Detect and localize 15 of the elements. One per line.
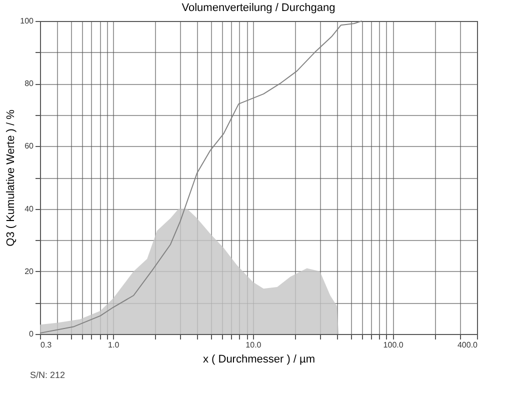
y-tick-label: 40 — [24, 204, 34, 214]
y-axis-title: Q3 ( Kumulative Werte ) / % — [5, 109, 18, 246]
y-tick-label: 20 — [24, 266, 34, 276]
x-tick-label: 100.0 — [383, 340, 404, 350]
y-tick-label: 0 — [29, 330, 34, 338]
y-tick-label: 60 — [24, 142, 34, 151]
x-tick-label: 0.3 — [40, 340, 52, 350]
x-tick-label: 400.0 — [457, 340, 478, 350]
x-axis-title: x ( Durchmesser ) / µm — [202, 354, 316, 366]
chart-title: Volumenverteilung / Durchgang — [182, 2, 336, 14]
y-tick-label: 80 — [24, 79, 34, 88]
y-tick-label: 100 — [20, 16, 34, 26]
x-tick-label: 1.0 — [108, 340, 120, 350]
text: S/N: 212 — [30, 370, 66, 380]
x-tick-label: 10.0 — [246, 340, 262, 350]
